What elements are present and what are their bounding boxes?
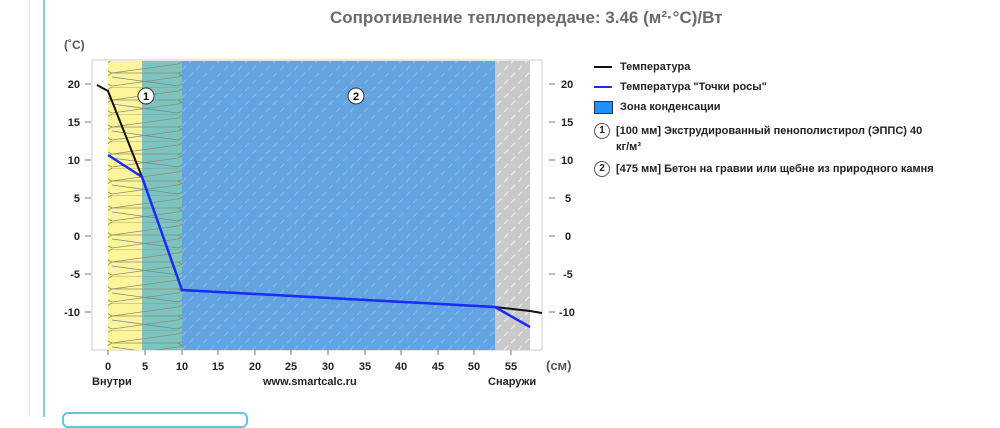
- y-axis-left: 20 15 10 5 0 -5 -10: [64, 79, 91, 319]
- svg-text:0: 0: [74, 231, 80, 243]
- svg-text:35: 35: [359, 361, 371, 373]
- temperature-line-icon: [594, 66, 612, 68]
- svg-text:15: 15: [212, 361, 224, 373]
- svg-text:10: 10: [68, 155, 80, 167]
- svg-text:15: 15: [561, 117, 573, 129]
- layer-marker-2: 2: [347, 87, 365, 105]
- svg-text:20: 20: [68, 79, 80, 91]
- layer-number-icon: 1: [594, 123, 610, 139]
- svg-text:10: 10: [561, 155, 573, 167]
- svg-text:0: 0: [565, 231, 571, 243]
- legend-item-layer-2: 2 [475 мм] Бетон на гравии или щебне из …: [594, 161, 934, 177]
- svg-text:-5: -5: [70, 269, 80, 281]
- svg-text:20: 20: [561, 79, 573, 91]
- x-axis: 0 5 10 15 20 25 30 35 40 45 50 55: [105, 350, 517, 373]
- svg-text:5: 5: [142, 361, 148, 373]
- dew-point-line-icon: [594, 86, 612, 88]
- svg-text:-5: -5: [563, 269, 573, 281]
- page-border: [29, 0, 30, 417]
- svg-text:5: 5: [565, 193, 571, 205]
- legend-item-dew-point: Температура "Точки росы": [594, 77, 934, 97]
- legend-item-condensation: Зона конденсации: [594, 97, 934, 117]
- chart-legend: Температура Температура "Точки росы" Зон…: [594, 57, 934, 177]
- svg-text:1: 1: [143, 91, 149, 103]
- svg-text:10: 10: [176, 361, 188, 373]
- svg-text:50: 50: [468, 361, 480, 373]
- dew-point-line: [107, 153, 531, 329]
- svg-text:5: 5: [74, 193, 80, 205]
- legend-label: [475 мм] Бетон на гравии или щебне из пр…: [616, 163, 934, 175]
- svg-text:-10: -10: [559, 307, 575, 319]
- chart-plot: 1 2 20 15 10 5 0 -5 -10 20 15 10 5 0 -5 …: [64, 59, 575, 373]
- svg-text:25: 25: [285, 361, 297, 373]
- condensation-swatch-icon: [594, 100, 613, 114]
- svg-text:20: 20: [249, 361, 261, 373]
- svg-text:40: 40: [395, 361, 407, 373]
- site-label: www.smartcalc.ru: [263, 376, 357, 388]
- legend-label: [100 мм] Экструдированный пенополистирол…: [616, 125, 923, 153]
- inside-label: Внутри: [92, 376, 132, 388]
- layer-number-icon: 2: [594, 161, 610, 177]
- svg-text:0: 0: [105, 361, 111, 373]
- outside-label: Снаружи: [488, 376, 537, 388]
- legend-item-layer-1: 1 [100 мм] Экструдированный пенополистир…: [594, 123, 934, 155]
- partial-button[interactable]: [62, 412, 248, 428]
- legend-label: Температура: [620, 61, 691, 73]
- legend-item-temperature: Температура: [594, 57, 934, 77]
- svg-text:-10: -10: [64, 307, 80, 319]
- chart-title: Сопротивление теплопередаче: 3.46 (м²·°С…: [330, 8, 723, 27]
- svg-text:55: 55: [505, 361, 517, 373]
- insulation-pattern: [108, 61, 182, 350]
- x-axis-unit: (см): [546, 358, 572, 373]
- layer-marker-1: 1: [137, 87, 155, 105]
- svg-text:2: 2: [353, 91, 359, 103]
- svg-text:30: 30: [322, 361, 334, 373]
- svg-text:45: 45: [432, 361, 444, 373]
- y-axis-right: 20 15 10 5 0 -5 -10: [549, 79, 575, 319]
- y-axis-unit: (˚С): [64, 38, 85, 52]
- legend-label: Температура "Точки росы": [620, 81, 767, 93]
- svg-text:15: 15: [68, 117, 80, 129]
- legend-label: Зона конденсации: [620, 101, 721, 113]
- content-accent-line: [43, 0, 45, 417]
